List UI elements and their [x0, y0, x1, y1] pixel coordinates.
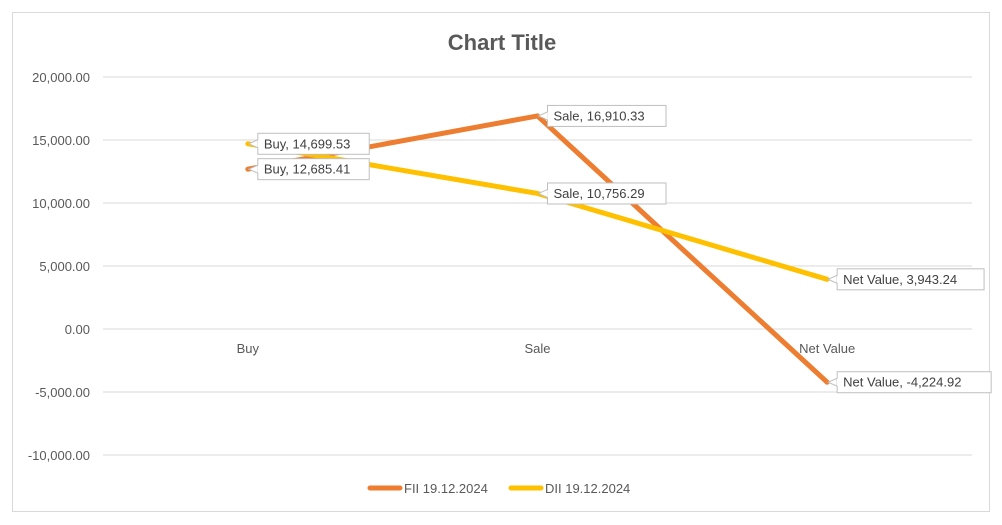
data-label-text: Buy, 14,699.53	[264, 136, 351, 151]
data-label-text: Sale, 16,910.33	[554, 108, 645, 123]
data-label-text: Net Value, 3,943.24	[843, 272, 957, 287]
y-tick-label: 20,000.00	[32, 70, 90, 85]
x-category-label: Sale	[524, 341, 550, 356]
y-tick-label: 5,000.00	[39, 259, 90, 274]
x-axis: Buy Sale Net Value	[237, 341, 856, 356]
chart-title: Chart Title	[448, 30, 556, 55]
x-category-label: Net Value	[799, 341, 855, 356]
data-label-text: Buy, 12,685.41	[264, 162, 351, 177]
data-label: Buy, 12,685.41	[247, 158, 370, 181]
y-tick-label: -10,000.00	[28, 448, 90, 463]
data-labels: Buy, 12,685.41 Sale, 16,910.33 Net Value, …	[247, 104, 992, 394]
legend-item: DII 19.12.2024	[508, 481, 630, 496]
y-tick-label: 0.00	[65, 322, 90, 337]
x-category-label: Buy	[237, 341, 260, 356]
gridlines	[103, 76, 972, 456]
legend: FII 19.12.2024 DII 19.12.2024	[367, 481, 630, 496]
y-tick-label: -5,000.00	[35, 385, 90, 400]
legend-label: FII 19.12.2024	[404, 481, 488, 496]
data-label-text: Net Value, -4,224.92	[843, 375, 961, 390]
chart-area	[12, 12, 990, 512]
legend-item: FII 19.12.2024	[367, 481, 488, 496]
data-label: Sale, 10,756.29	[537, 182, 667, 205]
legend-label: DII 19.12.2024	[545, 481, 630, 496]
y-tick-label: 10,000.00	[32, 196, 90, 211]
y-axis: 20,000.00 15,000.00 10,000.00 5,000.00 0.00 -…	[28, 70, 90, 463]
data-label-text: Sale, 10,756.29	[554, 186, 645, 201]
y-tick-label: 15,000.00	[32, 133, 90, 148]
data-label: Net Value, -4,224.92	[826, 371, 992, 394]
data-label: Sale, 16,910.33	[537, 104, 667, 127]
data-label: Net Value, 3,943.24	[826, 268, 985, 291]
data-label: Buy, 14,699.53	[247, 132, 370, 155]
